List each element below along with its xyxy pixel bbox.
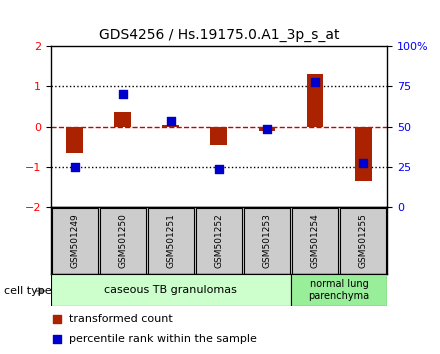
Text: GSM501249: GSM501249: [70, 213, 79, 268]
Text: GSM501253: GSM501253: [263, 213, 271, 268]
Text: GSM501255: GSM501255: [359, 213, 368, 268]
Point: [71, 164, 78, 170]
Point: [359, 160, 367, 166]
Text: cell type: cell type: [4, 286, 52, 296]
Text: normal lung
parenchyma: normal lung parenchyma: [308, 279, 370, 301]
Bar: [210, 127, 227, 145]
Text: caseous TB granulomas: caseous TB granulomas: [104, 285, 237, 295]
Point: [312, 79, 319, 85]
Bar: [259, 127, 275, 131]
Title: GDS4256 / Hs.19175.0.A1_3p_s_at: GDS4256 / Hs.19175.0.A1_3p_s_at: [99, 28, 339, 42]
Point: [167, 118, 174, 123]
Bar: [162, 125, 179, 127]
FancyBboxPatch shape: [244, 209, 290, 274]
Text: GSM501252: GSM501252: [214, 213, 224, 268]
FancyBboxPatch shape: [292, 209, 338, 274]
Text: percentile rank within the sample: percentile rank within the sample: [69, 334, 257, 344]
Point: [277, 75, 284, 81]
FancyBboxPatch shape: [340, 209, 386, 274]
Bar: [307, 74, 323, 127]
Bar: [66, 127, 83, 153]
FancyBboxPatch shape: [291, 274, 387, 306]
Text: GSM501250: GSM501250: [118, 213, 127, 268]
Point: [277, 256, 284, 261]
Text: GSM501254: GSM501254: [311, 213, 319, 268]
Point: [264, 126, 271, 132]
FancyBboxPatch shape: [51, 274, 291, 306]
Text: GSM501251: GSM501251: [166, 213, 175, 268]
Text: transformed count: transformed count: [69, 314, 173, 324]
FancyBboxPatch shape: [51, 209, 98, 274]
Bar: [114, 113, 131, 127]
FancyBboxPatch shape: [148, 209, 194, 274]
FancyBboxPatch shape: [99, 209, 146, 274]
FancyBboxPatch shape: [196, 209, 242, 274]
Point: [216, 166, 223, 172]
Bar: [355, 127, 371, 181]
Point: [119, 92, 126, 97]
